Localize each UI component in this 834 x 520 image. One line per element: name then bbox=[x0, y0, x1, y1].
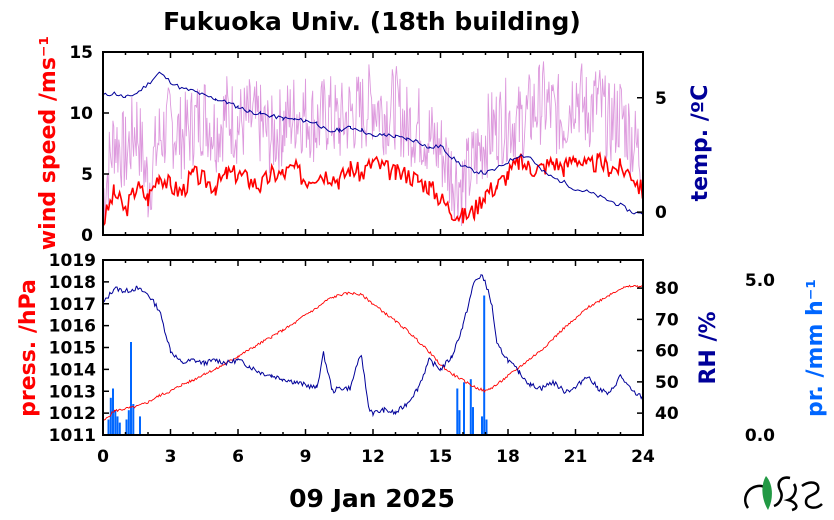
y-tick-label: 1017 bbox=[49, 295, 96, 315]
y-tick-label: 1013 bbox=[49, 382, 96, 402]
y-tick-label: 1016 bbox=[49, 317, 96, 337]
y-tick-label: 15 bbox=[69, 43, 93, 63]
precip-bar bbox=[469, 379, 472, 435]
precip-bar bbox=[481, 416, 483, 435]
x-tick-label: 3 bbox=[165, 447, 177, 467]
bottom-plot-frame bbox=[102, 259, 644, 436]
press-line bbox=[102, 284, 644, 423]
y-tick-label: 50 bbox=[655, 373, 679, 393]
precip-bar bbox=[114, 410, 117, 435]
precip-bar bbox=[118, 422, 121, 435]
y-tick-label: 70 bbox=[655, 310, 679, 330]
precip-bar bbox=[116, 416, 119, 435]
y-tick-label: 60 bbox=[655, 342, 679, 362]
precip-bar bbox=[463, 382, 465, 435]
wind-temp-panel: 0 5 10 15 0 5 bbox=[69, 43, 667, 246]
y-tick-label: 1011 bbox=[49, 426, 96, 446]
precip-bar bbox=[139, 416, 141, 435]
gust-series bbox=[102, 61, 644, 227]
date-label: 09 Jan 2025 bbox=[289, 484, 455, 513]
rh-axis-label: RH /% bbox=[696, 311, 721, 384]
x-tick-label: 15 bbox=[429, 447, 453, 467]
press-axis-label: press. /hPa bbox=[16, 279, 41, 417]
rh-line bbox=[102, 274, 644, 418]
precip-axis-label: pr. /mm h⁻¹ bbox=[803, 279, 828, 417]
precip-tick-label: 0.0 bbox=[745, 426, 775, 446]
precip-bar bbox=[132, 404, 135, 435]
precip-bar bbox=[125, 419, 128, 435]
precip-bar bbox=[109, 397, 112, 435]
precip-bar bbox=[456, 388, 459, 435]
wind-series bbox=[102, 151, 644, 227]
chart-title: Fukuoka Univ. (18th building) bbox=[163, 7, 581, 36]
x-tick-label: 6 bbox=[232, 447, 244, 467]
precip-bar bbox=[107, 419, 110, 435]
x-tick-label: 12 bbox=[361, 447, 385, 467]
y-tick-label: 0 bbox=[81, 226, 93, 246]
press-rh-panel: 0 3 6 9 12 15 18 21 2410111012101310141015101610… bbox=[49, 251, 775, 467]
y-tick-label: 5 bbox=[81, 165, 93, 185]
temp-line bbox=[102, 71, 644, 215]
bottom-ticks: 0 3 6 9 12 15 18 21 2410111012101310141015101610… bbox=[49, 251, 775, 467]
temp-axis-label: temp. /ºC bbox=[688, 85, 713, 202]
y-tick-label: 40 bbox=[655, 404, 679, 424]
precip-bars bbox=[107, 295, 488, 435]
gust-line bbox=[102, 61, 644, 227]
press-series bbox=[102, 284, 644, 423]
x-tick-label: 9 bbox=[300, 447, 312, 467]
wind-line bbox=[102, 151, 644, 227]
y-tick-label: 0 bbox=[655, 203, 667, 223]
precip-bar bbox=[485, 419, 488, 435]
precip-bar bbox=[472, 407, 474, 435]
x-tick-label: 18 bbox=[496, 447, 520, 467]
temp-series bbox=[102, 71, 644, 215]
precip-bar bbox=[483, 295, 486, 435]
y-tick-label: 10 bbox=[69, 104, 93, 124]
y-tick-label: 1012 bbox=[49, 404, 96, 424]
mes-logo bbox=[744, 476, 823, 512]
y-tick-label: 1014 bbox=[49, 360, 96, 380]
y-tick-label: 1019 bbox=[49, 251, 96, 271]
precip-bar bbox=[127, 410, 130, 435]
wind-axis-label: wind speed /ms⁻¹ bbox=[36, 36, 61, 250]
top-ticks: 0 5 10 15 0 5 bbox=[69, 43, 667, 246]
x-tick-label: 0 bbox=[97, 447, 109, 467]
rh-series bbox=[102, 274, 644, 418]
precip-bar bbox=[458, 410, 461, 435]
precip-tick-label: 5.0 bbox=[745, 271, 775, 291]
y-tick-label: 1018 bbox=[49, 273, 96, 293]
x-tick-label: 21 bbox=[564, 447, 588, 467]
x-tick-label: 24 bbox=[631, 447, 655, 467]
y-tick-label: 80 bbox=[655, 279, 679, 299]
y-tick-label: 5 bbox=[655, 89, 667, 109]
precip-bar bbox=[130, 342, 132, 435]
y-tick-label: 1015 bbox=[49, 339, 96, 359]
